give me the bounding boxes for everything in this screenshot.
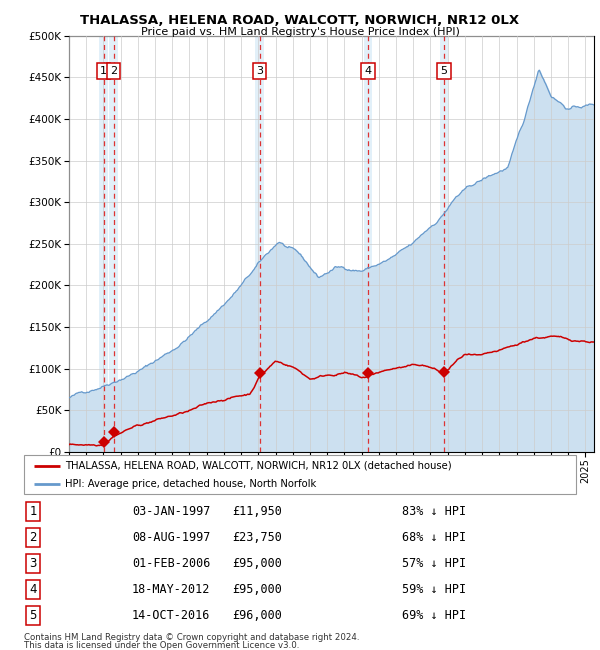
Text: 18-MAY-2012: 18-MAY-2012	[132, 583, 211, 596]
Text: £23,750: £23,750	[232, 531, 282, 544]
Text: 2: 2	[110, 66, 118, 76]
Text: 83% ↓ HPI: 83% ↓ HPI	[402, 505, 466, 518]
Text: This data is licensed under the Open Government Licence v3.0.: This data is licensed under the Open Gov…	[24, 641, 299, 650]
Text: 3: 3	[256, 66, 263, 76]
Text: 08-AUG-1997: 08-AUG-1997	[132, 531, 211, 544]
Text: 59% ↓ HPI: 59% ↓ HPI	[402, 583, 466, 596]
Bar	[256, 36, 264, 452]
Text: 5: 5	[440, 66, 448, 76]
Text: £96,000: £96,000	[232, 609, 282, 622]
Bar	[99, 36, 108, 452]
Text: 4: 4	[365, 66, 372, 76]
Text: Price paid vs. HM Land Registry's House Price Index (HPI): Price paid vs. HM Land Registry's House …	[140, 27, 460, 37]
Text: Contains HM Land Registry data © Crown copyright and database right 2024.: Contains HM Land Registry data © Crown c…	[24, 633, 359, 642]
Text: £11,950: £11,950	[232, 505, 282, 518]
Bar	[440, 36, 448, 452]
Text: 01-FEB-2006: 01-FEB-2006	[132, 557, 211, 570]
Text: THALASSA, HELENA ROAD, WALCOTT, NORWICH, NR12 0LX (detached house): THALASSA, HELENA ROAD, WALCOTT, NORWICH,…	[65, 461, 452, 471]
Text: HPI: Average price, detached house, North Norfolk: HPI: Average price, detached house, Nort…	[65, 479, 317, 489]
Text: 3: 3	[29, 557, 37, 570]
Text: 03-JAN-1997: 03-JAN-1997	[132, 505, 211, 518]
Text: 4: 4	[29, 583, 37, 596]
Text: 69% ↓ HPI: 69% ↓ HPI	[402, 609, 466, 622]
Bar	[364, 36, 373, 452]
Text: 57% ↓ HPI: 57% ↓ HPI	[402, 557, 466, 570]
Text: 68% ↓ HPI: 68% ↓ HPI	[402, 531, 466, 544]
Text: 14-OCT-2016: 14-OCT-2016	[132, 609, 211, 622]
Text: 1: 1	[100, 66, 107, 76]
Text: £95,000: £95,000	[232, 557, 282, 570]
Text: 5: 5	[29, 609, 37, 622]
Text: 2: 2	[29, 531, 37, 544]
Text: 1: 1	[29, 505, 37, 518]
Bar	[109, 36, 118, 452]
Text: £95,000: £95,000	[232, 583, 282, 596]
Text: THALASSA, HELENA ROAD, WALCOTT, NORWICH, NR12 0LX: THALASSA, HELENA ROAD, WALCOTT, NORWICH,…	[80, 14, 520, 27]
